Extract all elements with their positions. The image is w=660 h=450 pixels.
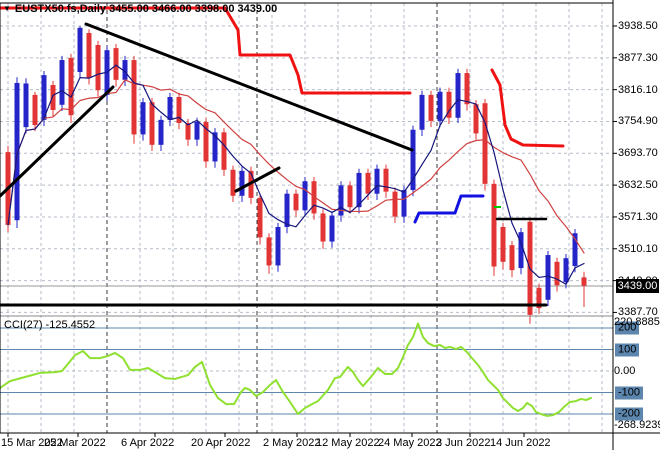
- price-axis-label: 3387.70: [618, 306, 658, 319]
- price-axis-label: 3754.90: [618, 115, 658, 128]
- price-axis-label: 3938.50: [618, 20, 658, 32]
- price-axis-label: 3632.50: [618, 179, 658, 192]
- cci-min-value: -268.9239: [614, 419, 660, 431]
- price-axis-label: 3693.70: [618, 147, 658, 160]
- date-axis-label: 3 Jun 2022: [436, 437, 491, 449]
- symbol-dropdown-icon[interactable]: ▼: [3, 4, 11, 13]
- cci-level-badge: 100: [615, 343, 640, 356]
- chart-title-text: EUSTX50.fs,Daily 3455.00 3466.00 3398.00…: [14, 3, 278, 15]
- cci-level-badge: -200: [615, 407, 644, 421]
- cci-level-badge: -100: [615, 386, 644, 399]
- price-axis-label: 3816.10: [618, 83, 658, 96]
- date-axis-label: 2 May 2022: [263, 437, 321, 449]
- date-axis-label: 12 May 2022: [316, 437, 380, 449]
- date-axis-label: 25 Mar 2022: [44, 437, 106, 449]
- cci-zero-value: 0.00: [614, 365, 636, 377]
- date-axis-label: 24 May 2022: [378, 437, 442, 449]
- current-price-badge: 3439.00: [616, 279, 659, 293]
- price-axis-label: 3510.10: [618, 242, 658, 255]
- cci-level-badge: 200: [615, 321, 640, 335]
- cci-indicator-label: CCI(27) -125.4552: [4, 319, 96, 331]
- price-axis-label: 3571.30: [618, 210, 658, 223]
- date-axis-label: 6 Apr 2022: [121, 437, 175, 449]
- cci-max-value: 220.8885: [614, 316, 660, 328]
- date-axis-label: 14 Jun 2022: [490, 437, 551, 449]
- date-axis-label: 20 Apr 2022: [191, 437, 251, 449]
- price-axis-label: 3877.30: [618, 51, 658, 64]
- chart-title: ▼ EUSTX50.fs,Daily 3455.00 3466.00 3398.0…: [3, 3, 277, 15]
- date-axis-label: 15 Mar 2022: [1, 437, 63, 449]
